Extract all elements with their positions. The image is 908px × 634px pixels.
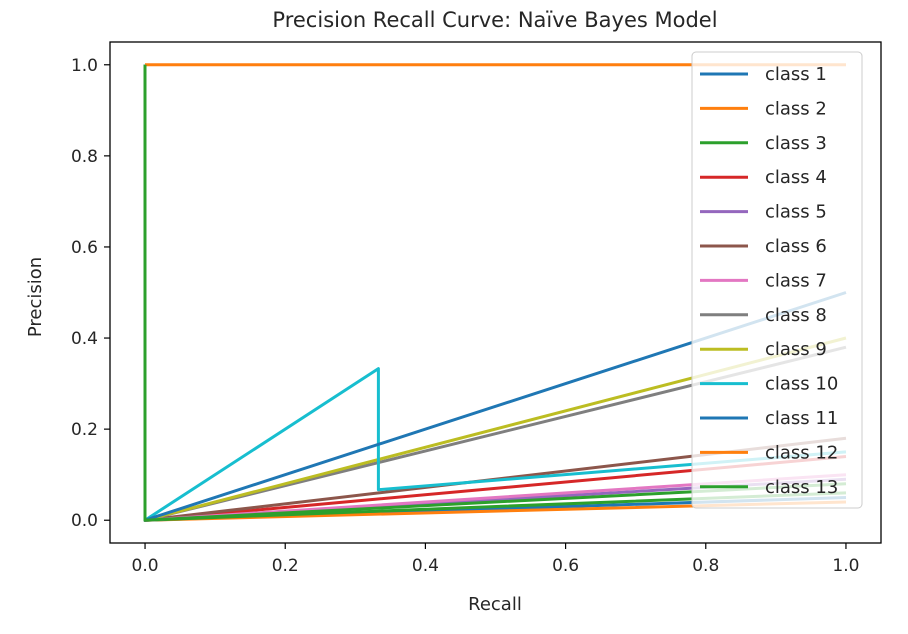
y-tick-label: 0.2 — [71, 420, 98, 440]
series-line-class-13 — [143, 64, 847, 522]
x-tick-label: 0.8 — [692, 556, 719, 576]
legend-entry-label: class 4 — [765, 167, 827, 188]
y-axis-ticks: 0.0 0.2 0.4 0.6 0.8 1.0 — [71, 56, 110, 531]
series-layer — [143, 63, 847, 522]
x-tick-label: 1.0 — [832, 556, 859, 576]
chart-title: Precision Recall Curve: Naïve Bayes Mode… — [272, 8, 717, 32]
y-tick-label: 0.4 — [71, 329, 98, 349]
y-tick-label: 0.6 — [71, 238, 98, 258]
x-tick-label: 0.0 — [132, 556, 159, 576]
y-tick-label: 0.0 — [71, 511, 98, 531]
plot-frame — [109, 41, 882, 544]
x-tick-label: 0.4 — [412, 556, 439, 576]
legend: class 1 class 2 class 3 class 4 class 5 class… — [691, 51, 863, 509]
legend-entry-label: class 10 — [765, 374, 838, 395]
legend-entry-label: class 1 — [765, 64, 827, 85]
x-axis-label: Recall — [468, 594, 522, 615]
legend-entry-label: class 9 — [765, 339, 827, 360]
x-axis-ticks: 0.0 0.2 0.4 0.6 0.8 1.0 — [132, 543, 859, 576]
legend-entry-label: class 6 — [765, 236, 827, 257]
legend-entry-label: class 8 — [765, 305, 827, 326]
y-tick-label: 1.0 — [71, 56, 98, 76]
legend-entry-label: class 13 — [765, 477, 838, 498]
x-tick-label: 0.2 — [272, 556, 299, 576]
y-axis-label: Precision — [25, 257, 46, 337]
legend-entry-label: class 5 — [765, 202, 827, 223]
legend-entry-label: class 11 — [765, 408, 838, 429]
x-tick-label: 0.6 — [552, 556, 579, 576]
legend-entry-label: class 7 — [765, 270, 827, 291]
y-tick-label: 0.8 — [71, 147, 98, 167]
legend-entry-label: class 3 — [765, 133, 827, 154]
legend-box — [691, 51, 863, 509]
legend-entry-label: class 12 — [765, 442, 838, 463]
legend-entry-label: class 2 — [765, 98, 827, 119]
